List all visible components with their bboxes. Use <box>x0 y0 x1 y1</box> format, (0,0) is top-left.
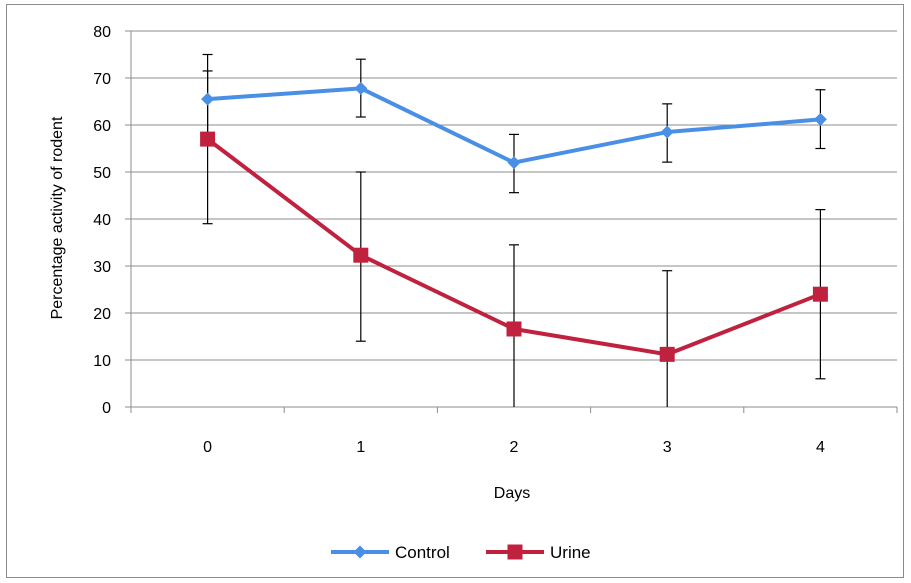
x-tick-label: 0 <box>203 439 212 456</box>
control-series <box>201 81 827 170</box>
y-tick-label: 20 <box>93 306 111 323</box>
error-bars <box>202 53 826 407</box>
control-point <box>507 156 521 170</box>
axes <box>125 30 898 413</box>
x-tick-label: 1 <box>356 439 365 456</box>
urine-point <box>659 346 675 362</box>
x-tick-label: 3 <box>663 439 672 456</box>
control-point <box>201 92 215 106</box>
y-tick-label: 10 <box>93 353 111 370</box>
legend-label-control: Control <box>395 543 450 562</box>
y-tick-label: 70 <box>93 71 111 88</box>
legend-label-urine: Urine <box>550 543 591 562</box>
tick-labels: 0 10 20 30 40 50 60 70 80 0 1 2 3 4 <box>93 24 825 456</box>
urine-point <box>200 131 216 147</box>
legend-marker-control <box>353 545 367 559</box>
urine-point <box>353 247 369 263</box>
series <box>200 81 828 362</box>
legend-item-control: Control <box>331 543 450 562</box>
legend-item-urine: Urine <box>486 543 591 562</box>
legend-marker-urine <box>507 544 523 560</box>
chart-frame <box>6 4 904 578</box>
y-tick-label: 30 <box>93 259 111 276</box>
y-tick-label: 0 <box>102 400 111 417</box>
y-tick-label: 60 <box>93 118 111 135</box>
error-bar <box>662 270 673 407</box>
y-axis-title: Percentage activity of rodent <box>49 116 66 319</box>
control-point <box>660 125 674 139</box>
urine-series <box>200 131 828 362</box>
control-point <box>813 112 827 126</box>
legend: Control Urine <box>331 543 591 562</box>
y-tick-label: 80 <box>93 24 111 41</box>
urine-point <box>812 286 828 302</box>
x-tick-label: 2 <box>510 439 519 456</box>
control-point <box>354 81 368 95</box>
y-tick-label: 40 <box>93 212 111 229</box>
y-tick-label: 50 <box>93 165 111 182</box>
urine-point <box>506 321 522 337</box>
x-axis-title: Days <box>494 485 530 502</box>
x-tick-label: 4 <box>816 439 825 456</box>
